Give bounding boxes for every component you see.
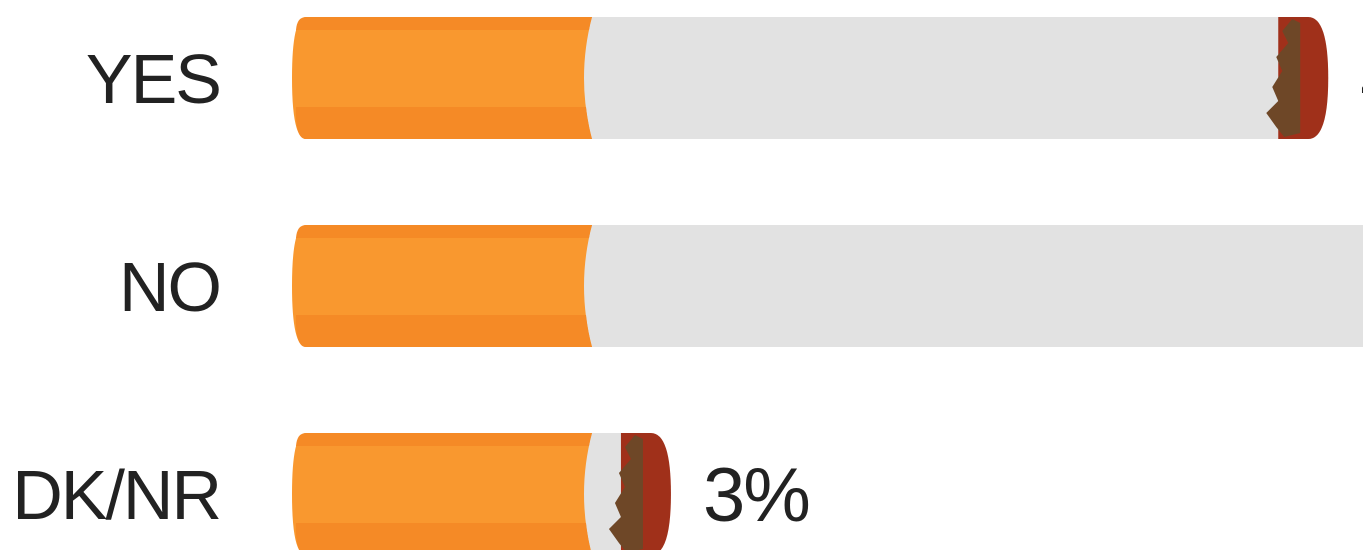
bar-row: YES 45%	[86, 17, 1363, 139]
filter-bottom-band	[295, 523, 591, 550]
filter-top-band	[296, 433, 592, 446]
filter-top-band	[296, 225, 592, 238]
cigarette-paper	[572, 17, 1287, 139]
value-label: 45%	[1360, 37, 1363, 122]
value-label: 3%	[703, 453, 809, 538]
bar	[292, 225, 1363, 347]
cigarette-ash	[1266, 19, 1301, 137]
filter-top-band	[296, 17, 592, 30]
category-label: YES	[86, 40, 220, 118]
bar-row: NO52%	[119, 225, 1363, 347]
bar	[292, 17, 1329, 139]
cigarette-ash	[608, 435, 643, 550]
cigarette-paper	[572, 225, 1363, 347]
filter-bottom-band	[295, 315, 592, 347]
category-label: NO	[119, 248, 220, 326]
filter-bottom-band	[295, 107, 592, 139]
chart-rows: YES 45% NO52% DK/NR 3%	[12, 17, 1363, 550]
cigarette-filter	[292, 433, 592, 550]
bar-row: DK/NR 3%	[12, 433, 811, 550]
bar	[292, 433, 671, 550]
category-label: DK/NR	[12, 456, 220, 534]
